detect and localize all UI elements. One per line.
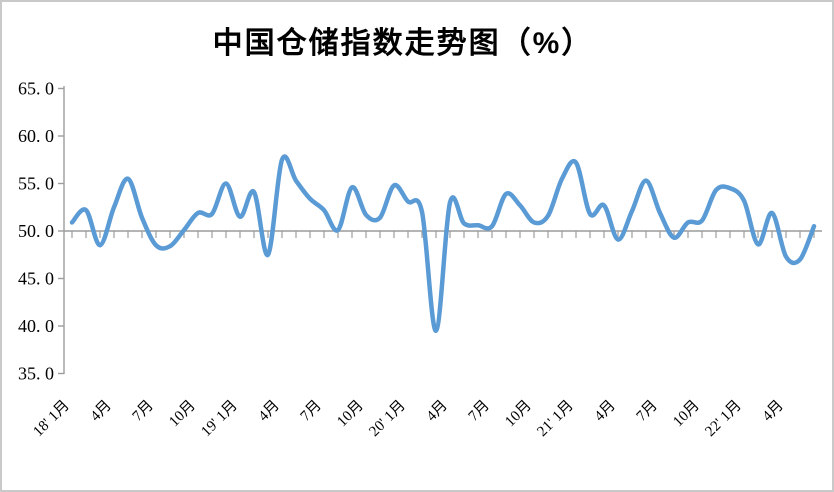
x-axis-label: 4月 [760,398,787,425]
index-data-line [69,154,817,334]
x-axis-label: 20' 1月 [366,398,408,440]
y-axis-label: 55. 0 [18,174,54,194]
x-axis-label: 10月 [502,398,535,431]
y-axis-label: 35. 0 [18,364,54,384]
x-axis-label: 21' 1月 [534,398,576,440]
y-axis-label: 50. 0 [18,221,54,241]
x-axis-label: 7月 [634,398,661,425]
x-axis-label: 19' 1月 [198,398,240,440]
y-axis-label: 45. 0 [18,269,54,289]
x-axis-label: 4月 [88,398,115,425]
x-axis-label: 7月 [298,398,325,425]
x-axis-label: 4月 [592,398,619,425]
x-axis-label: 18' 1月 [30,398,72,440]
x-axis-label: 4月 [424,398,451,425]
x-axis-label: 7月 [130,398,157,425]
x-axis-label: 4月 [256,398,283,425]
x-axis-label: 10月 [166,398,199,431]
x-axis-label: 10月 [334,398,367,431]
x-axis-label: 10月 [670,398,703,431]
x-axis-label: 7月 [466,398,493,425]
x-axis-label: 22' 1月 [702,398,744,440]
y-axis-label: 60. 0 [18,126,54,146]
chart-title: 中国仓储指数走势图（%） [212,27,594,60]
y-axis-label: 65. 0 [18,79,54,99]
y-axis-label: 40. 0 [18,316,54,336]
